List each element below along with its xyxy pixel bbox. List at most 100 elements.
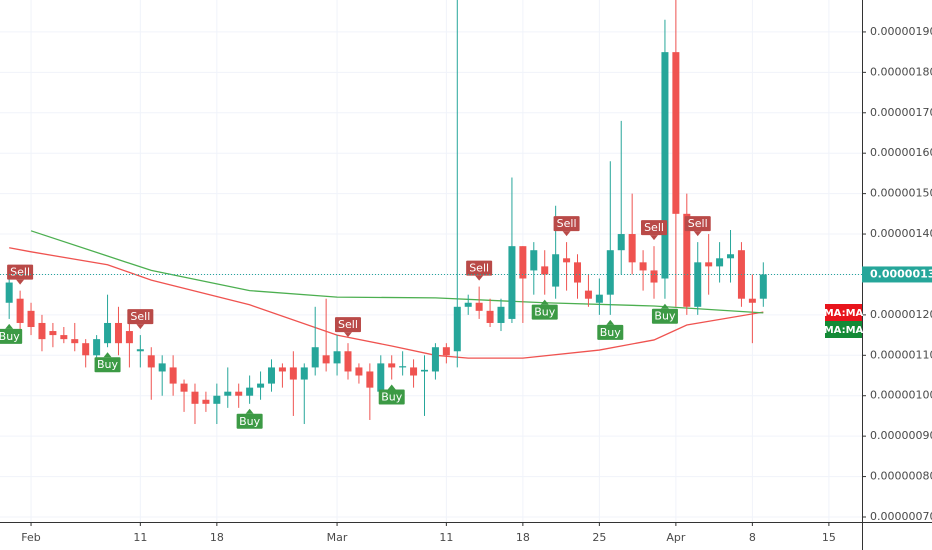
x-tick-label: 18 [516,531,530,544]
candle-body [355,367,363,376]
signal-label: Sell [557,217,577,230]
signal-pointer [103,352,112,358]
buy-signal: Buy [651,303,678,324]
x-tick-label: 25 [592,531,606,544]
signal-box [597,324,624,340]
candle-body [377,363,385,392]
y-tick-label: 0.00000120 [870,308,932,321]
moving-average-line [9,247,764,359]
signal-label: Buy [600,326,622,339]
candle-body [366,371,374,388]
signal-box [127,309,154,325]
buy-signal: Buy [597,319,624,340]
last-price-box [862,266,932,283]
signal-label: Sell [688,217,708,230]
candle-body [672,52,680,214]
candle-body [595,294,603,303]
x-tick-label: Apr [666,531,686,544]
candle-body [224,391,232,396]
buy-signal: Buy [531,299,558,320]
candle-body [38,322,46,340]
x-tick-label: 8 [749,531,756,544]
signal-label: Sell [644,221,664,234]
candle-body [257,383,265,388]
candle-body [125,331,133,344]
x-tick-label: 11 [439,531,453,544]
signal-pointer [693,231,702,237]
signal-pointer [16,279,25,285]
candle-body [650,270,658,283]
moving-average-line [30,230,764,314]
signal-label: Buy [534,306,556,319]
plot-area: Sell Sell Sell Sell Sell Sell Sell Buy Buy Buy Buy… [0,0,862,429]
sell-signal: Sell [466,260,493,281]
candle-body [114,322,122,344]
candle-body [694,262,702,307]
y-tick-label: 0.00000190 [870,25,932,38]
candle-body [541,266,549,275]
candle-body [71,339,79,344]
y-tick-label: 0.00000140 [870,227,932,240]
candle-body [300,367,308,380]
signal-box [641,220,668,236]
candle-body [530,250,538,271]
candle-body [344,351,352,372]
sell-signal: Sell [334,317,361,338]
candle-body [289,367,297,380]
candle-body [442,347,450,356]
candle-body [453,306,461,352]
y-tick-label: 0.00000110 [870,348,932,361]
x-tick-label: 15 [822,531,836,544]
signal-pointer [343,332,352,338]
buy-signal: Buy [0,323,23,344]
candle-body [759,274,767,299]
signal-label: Buy [654,310,676,323]
signal-pointer [5,323,14,329]
candle-body [606,250,614,295]
buy-signal: Buy [94,352,121,373]
candle-body [486,310,494,323]
candle-body [563,258,571,263]
signal-pointer [387,384,396,390]
signal-label: Sell [130,310,150,323]
ma-tag-box [825,304,862,321]
signal-label: Buy [97,358,119,371]
candle-body [508,246,516,319]
y-tick-label: 0.00000150 [870,187,932,200]
candle-body [213,395,221,404]
signal-label: Buy [239,415,261,428]
candle-body [464,302,472,307]
candle-body [410,367,418,376]
candle-body [388,363,396,368]
signal-pointer [540,299,549,305]
signal-pointer [606,319,615,325]
candle-body [431,347,439,372]
x-tick-label: 11 [133,531,147,544]
y-tick-label: 0.00000170 [870,106,932,119]
candle-body [727,254,735,259]
signal-box [334,317,361,333]
signal-pointer [660,303,669,309]
candle-body [202,399,210,404]
candle-body [519,246,527,279]
candle-body [748,298,756,303]
sell-signal: Sell [641,220,668,241]
signal-box [94,357,121,373]
candle-body [278,367,286,372]
candle-body [191,391,199,404]
signal-box [466,260,493,276]
x-tick-label: Feb [21,531,40,544]
buy-signal: Buy [378,384,405,405]
y-tick-label: 0.00000100 [870,389,932,402]
signal-box [7,264,34,280]
candle-body [617,234,625,251]
candle-body [639,262,647,271]
candle-body [311,347,319,368]
y-tick-label: 0.00000080 [870,470,932,483]
signal-pointer [475,275,484,281]
candle-body [180,383,188,392]
x-tick-label: 18 [210,531,224,544]
candle-body [628,234,636,263]
ma-tag-label: MA:MA [824,325,864,336]
last-price-label: 0.00000130 [870,267,932,280]
